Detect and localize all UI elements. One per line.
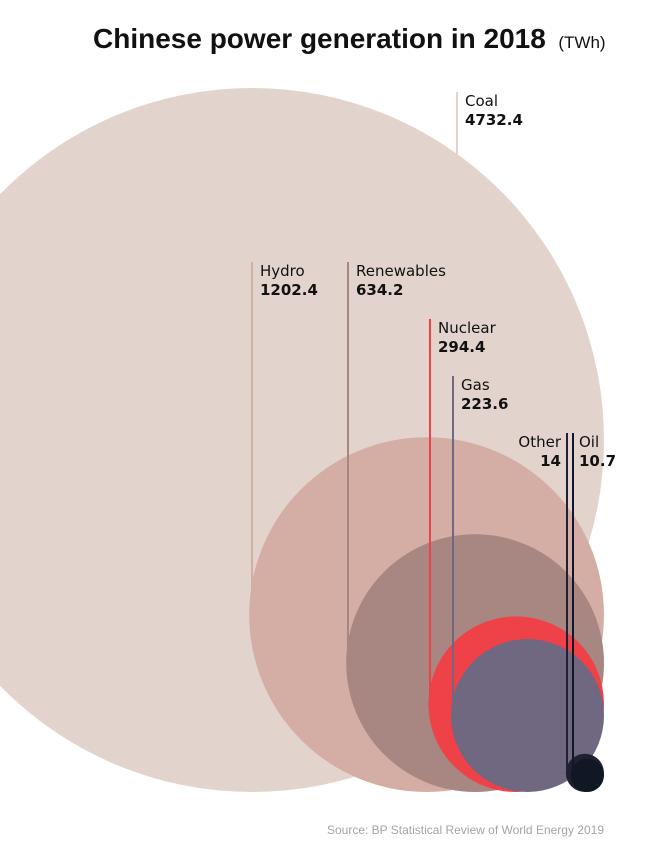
leader-lines-layer [251,92,574,776]
label-name-hydro: Hydro [260,262,305,280]
source-note: Source: BP Statistical Review of World E… [327,823,604,837]
label-name-gas: Gas [461,376,490,394]
chart-title-group: Chinese power generation in 2018 (TWh) [93,23,606,54]
label-name-coal: Coal [465,92,498,110]
label-name-oil: Oil [579,433,599,451]
bubble-gas [451,639,604,792]
bubble-oil [570,758,604,792]
label-value-gas: 223.6 [461,395,508,413]
chart-unit: (TWh) [558,33,605,52]
label-value-hydro: 1202.4 [260,281,318,299]
bubbles-layer [0,88,605,793]
label-value-renewables: 634.2 [356,281,403,299]
label-value-coal: 4732.4 [465,111,523,129]
label-value-other: 14 [540,452,561,470]
label-value-oil: 10.7 [579,452,616,470]
chart-title: Chinese power generation in 2018 [93,23,546,54]
label-name-nuclear: Nuclear [438,319,497,337]
label-name-renewables: Renewables [356,262,446,280]
label-name-other: Other [518,433,561,451]
label-value-nuclear: 294.4 [438,338,485,356]
